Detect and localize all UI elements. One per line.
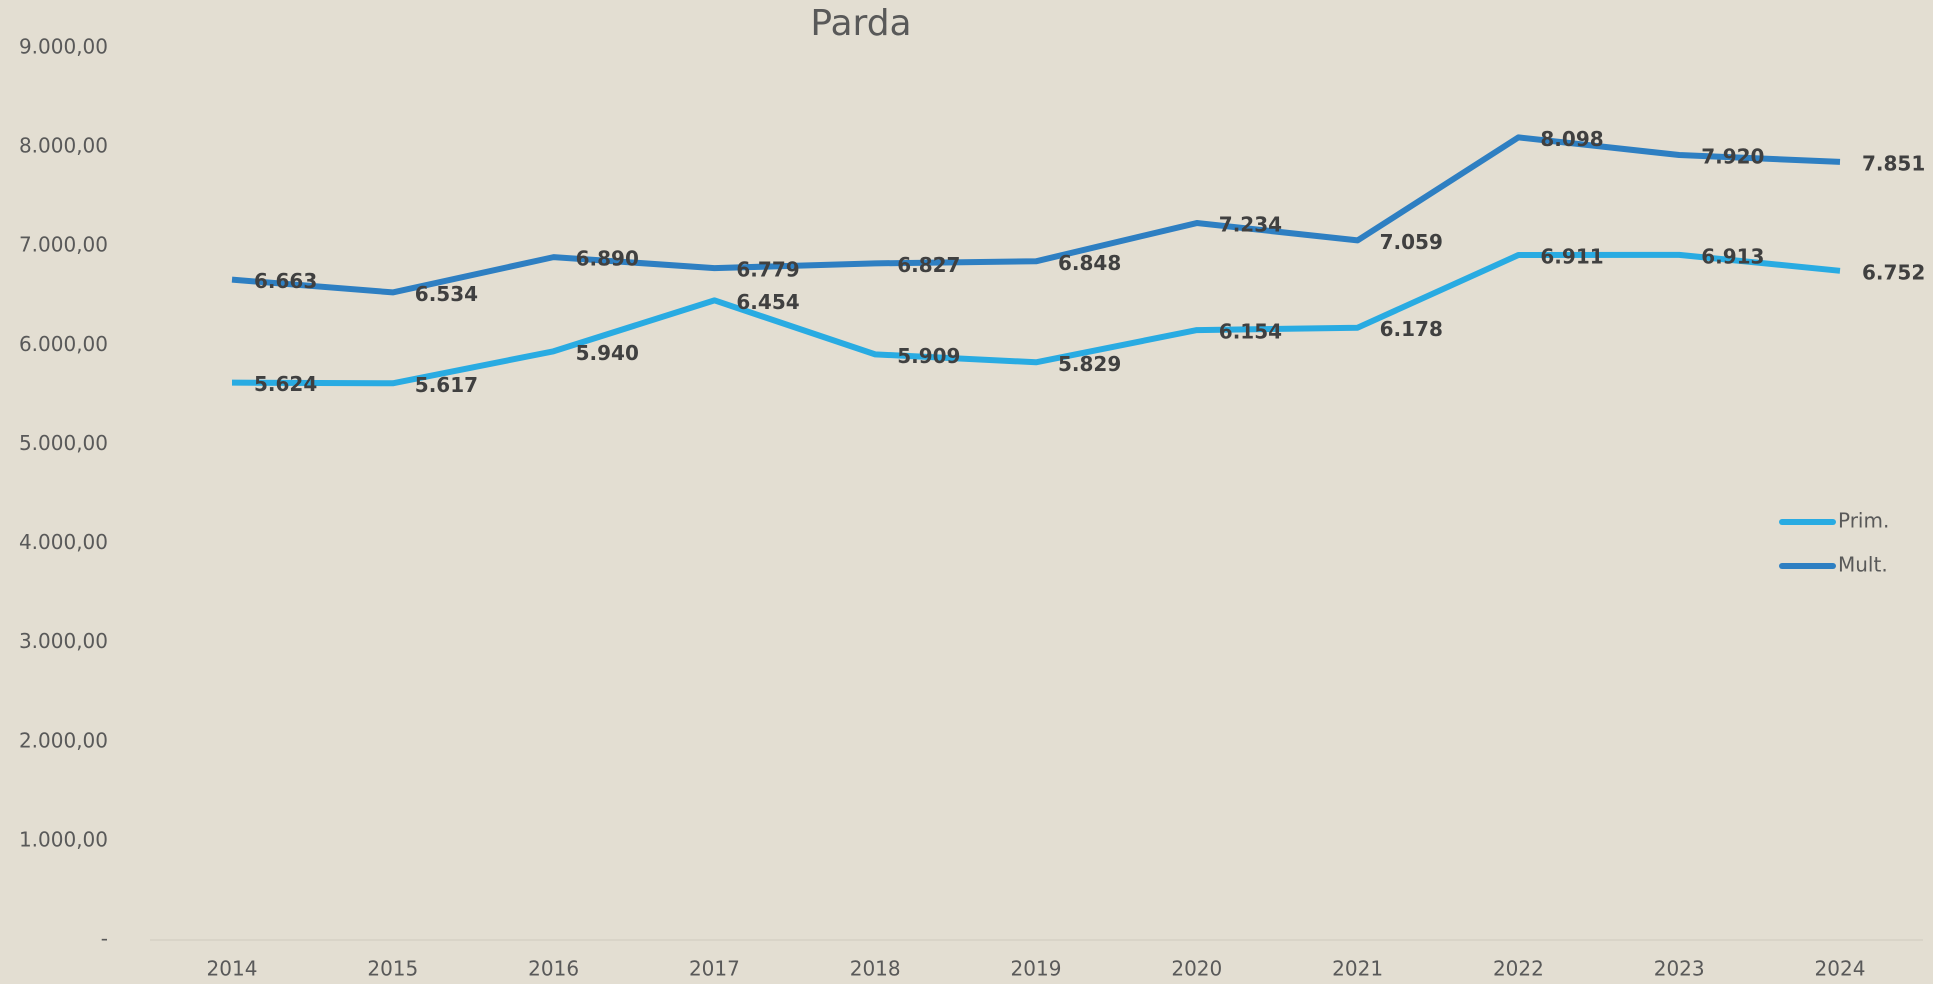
data-label: 6.154 — [1219, 320, 1282, 344]
x-tick-label: 2017 — [689, 957, 740, 981]
data-label: 6.911 — [1540, 245, 1603, 269]
y-tick-label: 6.000,00 — [19, 332, 108, 356]
series-line — [231, 134, 1841, 296]
legend-label: Mult. — [1838, 553, 1888, 577]
y-tick-label: 1.000,00 — [19, 827, 108, 851]
data-label: 7.920 — [1701, 145, 1764, 169]
x-tick-label: 2024 — [1815, 957, 1866, 981]
data-label: 5.940 — [576, 341, 639, 365]
y-tick-label: 9.000,00 — [19, 35, 108, 59]
y-tick-label: 5.000,00 — [19, 431, 108, 455]
data-label: 6.827 — [897, 253, 960, 277]
data-label: 6.752 — [1862, 260, 1925, 284]
data-label: 7.059 — [1380, 230, 1443, 254]
x-tick-label: 2016 — [528, 957, 579, 981]
data-label: 8.098 — [1540, 127, 1603, 151]
x-tick-label: 2023 — [1654, 957, 1705, 981]
data-label: 6.890 — [576, 247, 639, 271]
data-label: 6.178 — [1380, 317, 1443, 341]
y-tick-label: 2.000,00 — [19, 728, 108, 752]
data-label: 5.829 — [1058, 352, 1121, 376]
y-tick-label: 8.000,00 — [19, 134, 108, 158]
x-tick-label: 2018 — [850, 957, 901, 981]
legend-label: Prim. — [1838, 509, 1889, 533]
data-label: 5.909 — [897, 344, 960, 368]
data-label: 5.617 — [415, 373, 478, 397]
y-tick-label: 3.000,00 — [19, 629, 108, 653]
data-label: 5.624 — [254, 372, 317, 396]
x-tick-label: 2021 — [1332, 957, 1383, 981]
chart-title: Parda — [810, 3, 911, 44]
data-label: 6.913 — [1701, 244, 1764, 268]
x-tick-label: 2019 — [1011, 957, 1062, 981]
data-label: 6.779 — [736, 258, 799, 282]
data-label: 6.848 — [1058, 251, 1121, 275]
data-label: 7.234 — [1219, 213, 1282, 237]
data-label: 6.534 — [415, 282, 478, 306]
y-tick-label: 4.000,00 — [19, 530, 108, 554]
data-label: 6.454 — [736, 290, 799, 314]
x-tick-label: 2015 — [367, 957, 418, 981]
data-label: 6.663 — [254, 269, 317, 293]
x-tick-label: 2022 — [1493, 957, 1544, 981]
x-tick-label: 2014 — [207, 957, 258, 981]
series-line — [231, 251, 1841, 387]
x-tick-label: 2020 — [1171, 957, 1222, 981]
y-tick-label: - — [101, 927, 108, 951]
y-tick-label: 7.000,00 — [19, 233, 108, 257]
data-label: 7.851 — [1862, 151, 1925, 175]
